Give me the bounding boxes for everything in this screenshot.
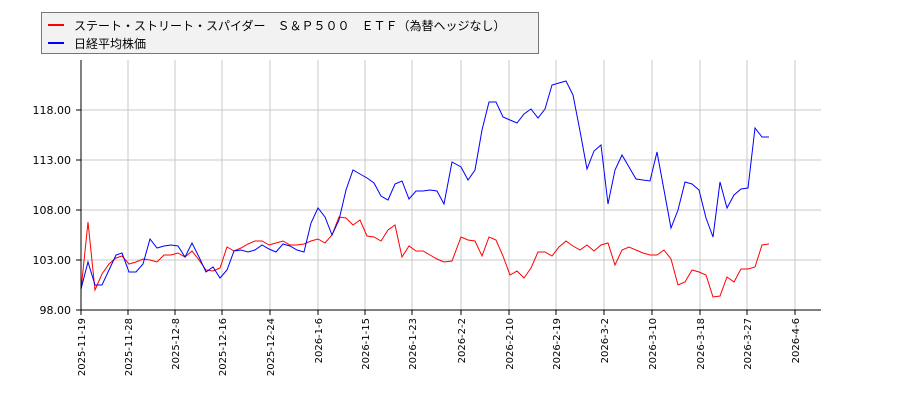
x-tick-label: 2026-3-18 xyxy=(696,318,707,370)
y-tick-label: 108.00 xyxy=(33,204,72,217)
x-tick-label: 2025-11-28 xyxy=(124,318,135,376)
x-tick-label: 2026-2-19 xyxy=(552,318,563,370)
legend-item-sp500: ステート・ストリート・スパイダー Ｓ＆Ｐ５００ ＥＴＦ（為替ヘッジなし） xyxy=(48,17,506,33)
legend-item-nikkei: 日経平均株価 xyxy=(48,35,146,51)
x-tick-label: 2025-12-8 xyxy=(171,318,182,370)
legend-swatch-blue xyxy=(48,42,64,44)
x-tick-label: 2026-1-6 xyxy=(314,318,325,363)
x-tick-label: 2026-3-2 xyxy=(600,318,611,363)
x-tick-label: 2025-12-24 xyxy=(266,318,277,376)
x-tick-label: 2026-1-23 xyxy=(408,318,419,370)
x-tick-label: 2026-4-6 xyxy=(791,318,802,363)
y-tick-label: 103.00 xyxy=(33,254,72,267)
legend-swatch-red xyxy=(48,24,64,26)
x-tick-label: 2025-11-19 xyxy=(77,318,88,376)
x-tick-label: 2026-2-10 xyxy=(505,318,516,370)
x-tick-label: 2025-12-16 xyxy=(218,318,229,376)
x-tick-label: 2026-2-2 xyxy=(457,318,468,363)
series-line-sp500 xyxy=(80,216,770,298)
y-tick-label: 118.00 xyxy=(33,104,72,117)
x-tick-label: 2026-1-15 xyxy=(361,318,372,370)
y-tick-label: 98.00 xyxy=(40,304,72,317)
legend-label: 日経平均株価 xyxy=(74,36,147,51)
series-line-nikkei xyxy=(80,80,769,290)
x-tick-label: 2026-3-10 xyxy=(648,318,659,370)
x-tick-label: 2026-3-27 xyxy=(743,318,754,370)
legend: ステート・ストリート・スパイダー Ｓ＆Ｐ５００ ＥＴＦ（為替ヘッジなし） 日経平… xyxy=(41,12,539,54)
legend-label: ステート・ストリート・スパイダー Ｓ＆Ｐ５００ ＥＴＦ（為替ヘッジなし） xyxy=(74,18,506,33)
y-tick-label: 113.00 xyxy=(33,154,72,167)
